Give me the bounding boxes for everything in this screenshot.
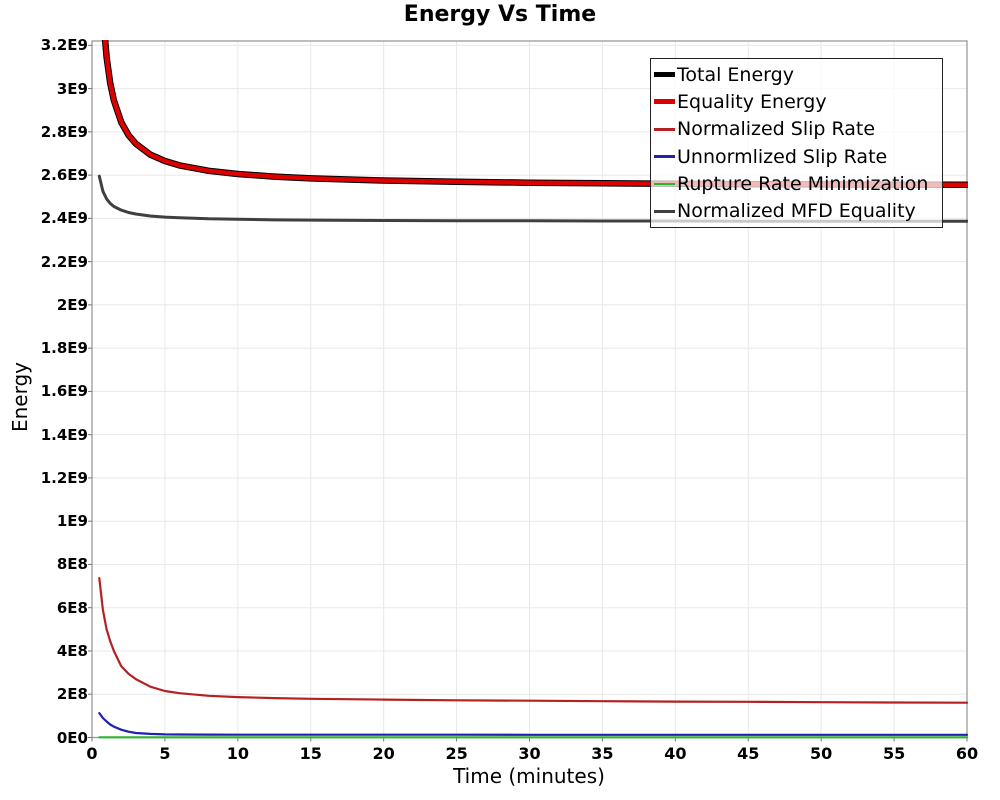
legend-row-equality-energy: Equality Energy bbox=[654, 89, 939, 115]
x-tick-label: 50 bbox=[810, 744, 833, 763]
legend-row-unnormlized-slip-rate: Unnormlized Slip Rate bbox=[654, 144, 939, 170]
legend-line-swatch bbox=[654, 99, 675, 105]
x-tick-label: 55 bbox=[882, 744, 906, 763]
series-line-normalized-slip-rate bbox=[98, 577, 968, 704]
x-tick-label: 40 bbox=[664, 744, 687, 763]
y-tick-label: 6E8 bbox=[56, 598, 88, 617]
chart-title: Energy Vs Time bbox=[403, 2, 597, 27]
y-tick-label: 1.4E9 bbox=[40, 425, 88, 444]
y-tick-label: 2E8 bbox=[56, 685, 88, 704]
x-tick-label: 0 bbox=[86, 744, 98, 763]
legend-label: Unnormlized Slip Rate bbox=[677, 145, 888, 168]
x-tick-label: 60 bbox=[955, 744, 979, 763]
legend-label: Normalized MFD Equality bbox=[677, 200, 916, 223]
y-tick-label: 1.8E9 bbox=[40, 339, 88, 358]
legend-label: Equality Energy bbox=[677, 90, 827, 113]
legend-line-swatch bbox=[654, 128, 675, 131]
x-tick-label: 25 bbox=[445, 744, 468, 763]
legend-line-swatch bbox=[654, 155, 675, 158]
x-tick-label: 10 bbox=[226, 744, 249, 763]
x-tick-label: 45 bbox=[737, 744, 760, 763]
legend-line-swatch bbox=[654, 210, 675, 213]
legend-row-total-energy: Total Energy bbox=[654, 62, 939, 88]
y-tick-label: 3.2E9 bbox=[40, 36, 88, 55]
y-tick-label: 2.8E9 bbox=[40, 122, 88, 141]
y-tick-label: 1E9 bbox=[56, 512, 88, 531]
series-line-unnormlized-slip-rate bbox=[98, 712, 968, 736]
legend-line-swatch bbox=[654, 72, 675, 78]
y-tick-label: 2E9 bbox=[56, 295, 88, 314]
legend-label: Normalized Slip Rate bbox=[677, 118, 876, 141]
y-tick-label: 1.2E9 bbox=[40, 468, 88, 487]
x-tick-label: 15 bbox=[299, 744, 322, 763]
y-tick-label: 2.2E9 bbox=[40, 252, 88, 271]
x-tick-label: 30 bbox=[518, 744, 541, 763]
y-tick-label: 2.4E9 bbox=[40, 209, 88, 228]
x-tick-label: 35 bbox=[591, 744, 614, 763]
y-tick-label: 8E8 bbox=[56, 555, 88, 574]
legend-label: Rupture Rate Minimization bbox=[677, 172, 929, 195]
y-tick-label: 3E9 bbox=[56, 79, 88, 98]
legend-line-swatch bbox=[654, 182, 675, 186]
y-tick-label: 2.6E9 bbox=[40, 166, 88, 185]
legend-row-rupture-rate-minimization: Rupture Rate Minimization bbox=[654, 171, 939, 197]
y-axis-title: Energy bbox=[8, 361, 32, 433]
y-tick-label: 4E8 bbox=[56, 641, 88, 660]
legend-row-normalized-slip-rate: Normalized Slip Rate bbox=[654, 116, 939, 142]
x-tick-label: 20 bbox=[372, 744, 395, 763]
legend: Total Energy Equality Energy Normalized Sl… bbox=[650, 58, 943, 228]
x-axis-title: Time (minutes) bbox=[453, 764, 605, 788]
x-tick-label: 5 bbox=[159, 744, 171, 763]
y-tick-label: 1.6E9 bbox=[40, 382, 88, 401]
legend-row-normalized-mfd-equality: Normalized MFD Equality bbox=[654, 198, 939, 224]
y-tick-label: 0E0 bbox=[56, 728, 88, 747]
legend-label: Total Energy bbox=[677, 63, 794, 86]
